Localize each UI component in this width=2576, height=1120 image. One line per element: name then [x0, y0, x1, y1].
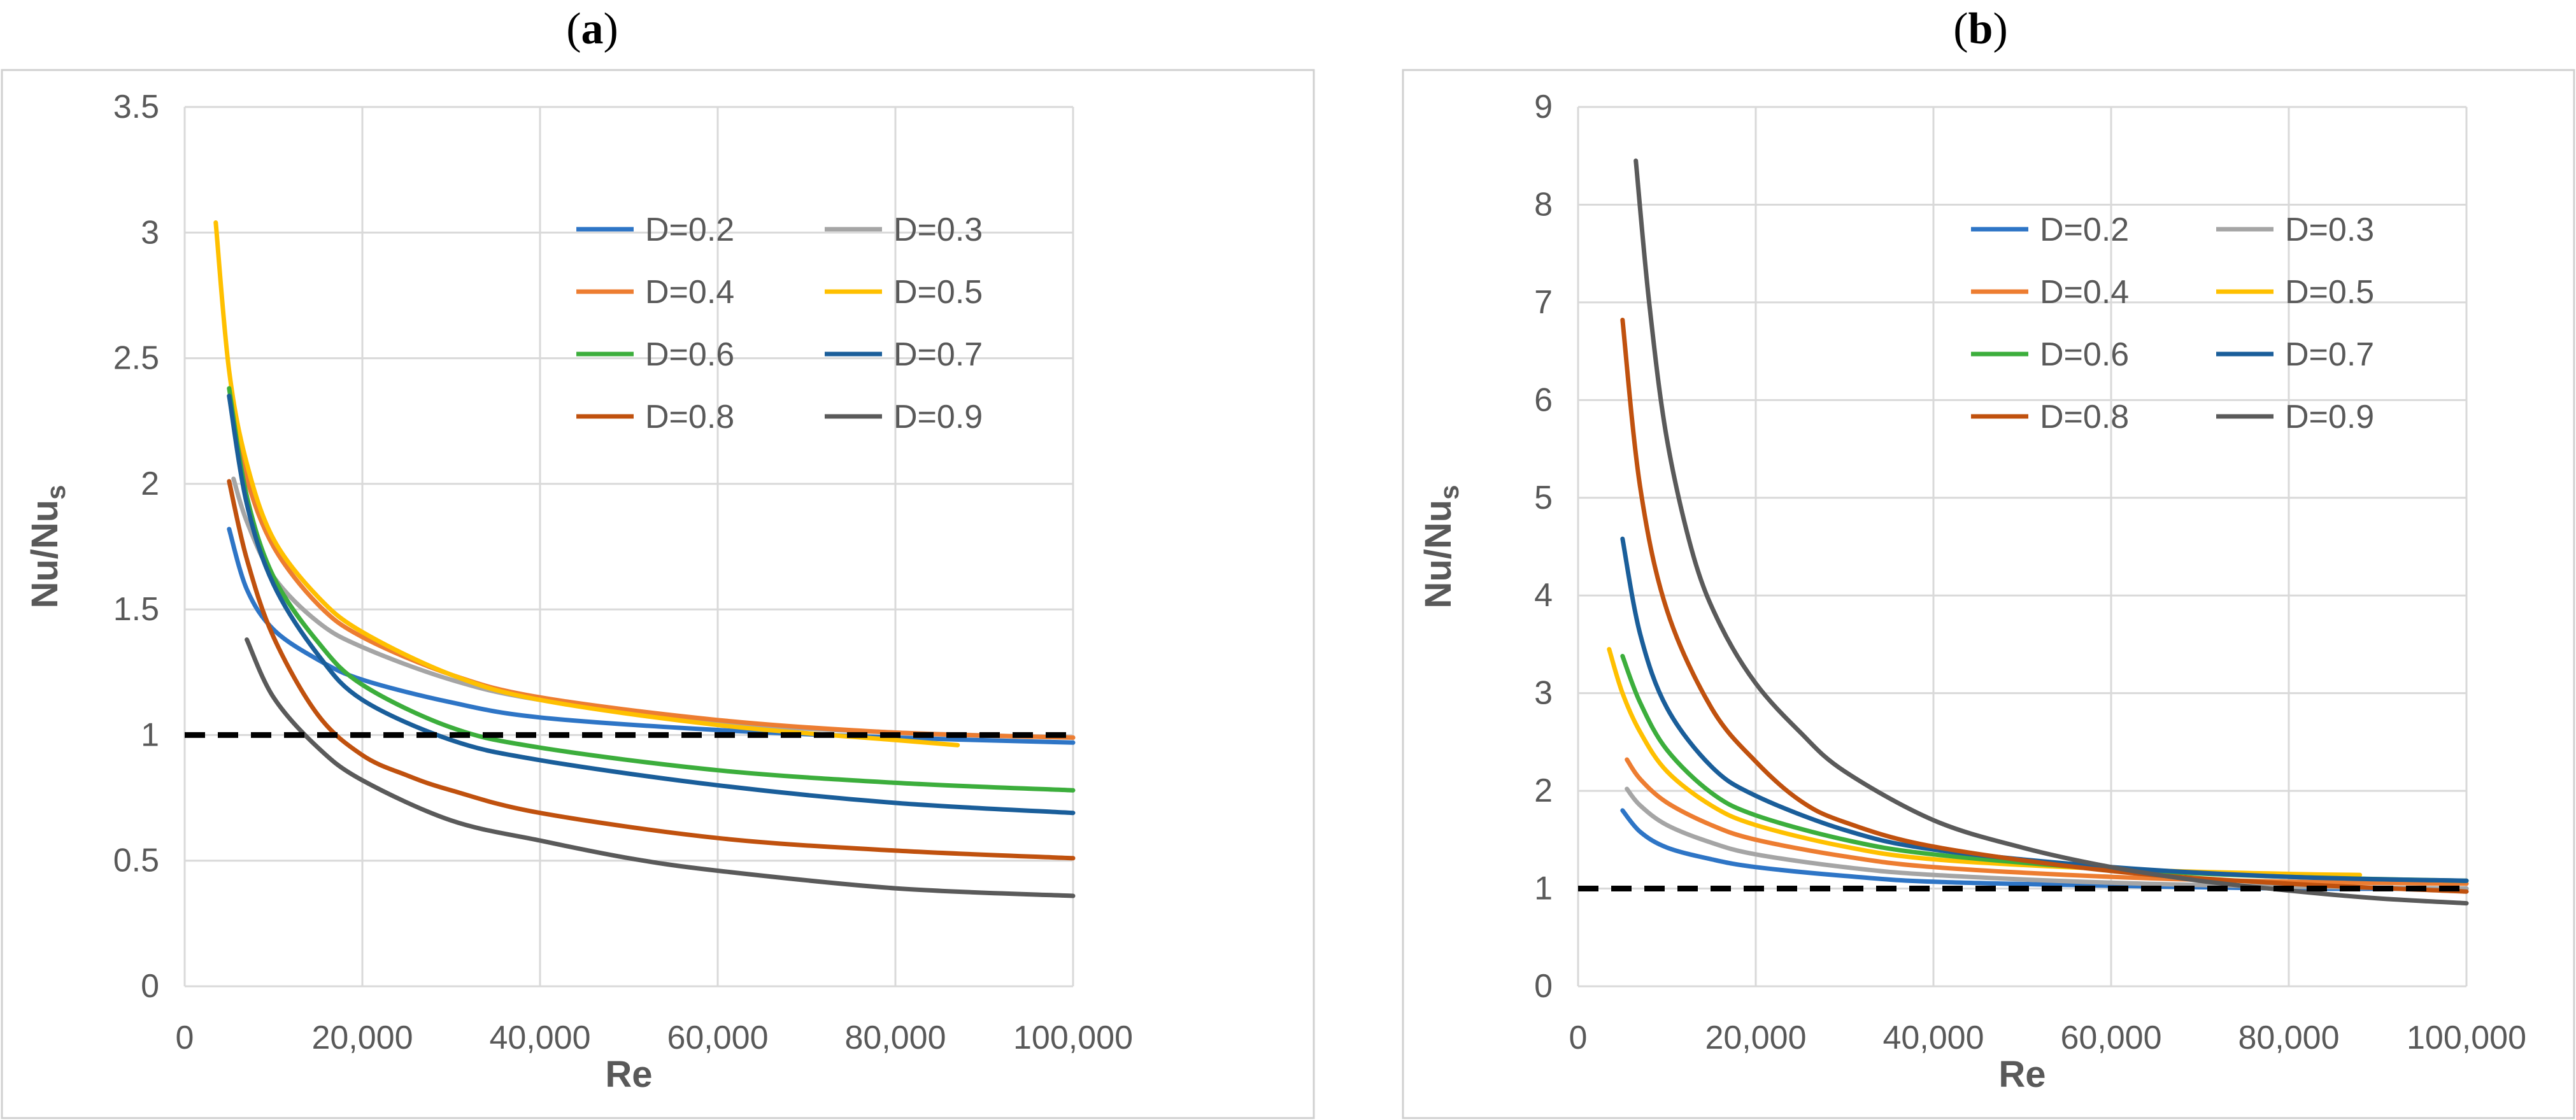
series-line-D-0_9 [245, 637, 1076, 898]
legend-label: D=0.5 [893, 274, 983, 311]
x-tick-label: 80,000 [844, 1019, 946, 1056]
x-tick-label: 40,000 [489, 1019, 590, 1056]
y-axis-title: Nu/Nus [1418, 485, 1464, 608]
x-tick-label: 0 [1569, 1019, 1588, 1056]
legend-label: D=0.7 [2285, 336, 2374, 373]
legend-label: D=0.4 [2040, 274, 2129, 311]
series-line-D-0_6 [1620, 653, 2469, 883]
legend-label: D=0.2 [645, 211, 734, 248]
legend-label: D=0.3 [2285, 211, 2374, 248]
panel-label-b: (b) [1953, 4, 2008, 53]
legend: D=0.2 D=0.3 D=0.4 D=0.5 D=0.6 D=0.7 D=0.8 D=0.9 [576, 211, 983, 436]
panel-label-a: (a) [566, 4, 618, 53]
series-line-D-0_5 [213, 220, 960, 748]
legend-label: D=0.2 [2040, 211, 2129, 248]
x-tick-label: 80,000 [2238, 1019, 2339, 1056]
x-tick-label: 100,000 [1013, 1019, 1133, 1056]
y-tick-label: 8 [1534, 186, 1553, 223]
series-line-D-0_5 [1607, 647, 2363, 877]
y-axis-title: Nu/Nus [24, 485, 71, 608]
y-tick-label: 5 [1534, 479, 1553, 516]
series-line-D-0_8 [1620, 318, 2469, 894]
y-tick-label: 2.5 [113, 340, 159, 377]
chart-frame [1, 69, 1315, 1119]
x-tick-label: 40,000 [1882, 1019, 1984, 1056]
y-tick-label: 9 [1534, 89, 1553, 125]
x-axis-title: Re [605, 1054, 652, 1095]
y-tick-label: 4 [1534, 577, 1553, 614]
legend-label: D=0.3 [893, 211, 983, 248]
legend: D=0.2 D=0.3 D=0.4 D=0.5 D=0.6 D=0.7 D=0.8 D=0.9 [1971, 211, 2374, 436]
series-line-D-0_7 [1620, 536, 2469, 883]
x-axis-title: Re [1998, 1054, 2046, 1095]
legend-label: D=0.8 [645, 399, 734, 436]
y-tick-label: 0 [141, 968, 159, 1005]
chart-panel-a: 0 0.5 1 1.5 2 2.5 3 3.5 0 20,000 40,000 60,000 80,00… [1, 69, 1315, 1119]
series-line-D-0_9 [1633, 158, 2469, 906]
series-line-D-0_6 [227, 386, 1076, 793]
series-line-D-0_4 [227, 393, 1076, 740]
x-tick-label: 60,000 [667, 1019, 768, 1056]
y-tick-label: 3 [1534, 675, 1553, 712]
y-tick-label: 1 [1534, 870, 1553, 907]
legend-label: D=0.9 [2285, 399, 2374, 436]
legend-label: D=0.6 [2040, 336, 2129, 373]
legend-label: D=0.7 [893, 336, 983, 373]
series-line-D-0_8 [227, 479, 1076, 861]
y-tick-label: 3.5 [113, 89, 159, 125]
chart-frame [1402, 69, 2575, 1119]
y-tick-label: 2 [1534, 772, 1553, 809]
series-line-D-0_7 [227, 393, 1076, 816]
legend-label: D=0.9 [893, 399, 983, 436]
legend-label: D=0.4 [645, 274, 734, 311]
y-tick-label: 6 [1534, 381, 1553, 418]
legend-label: D=0.6 [645, 336, 734, 373]
x-tick-label: 60,000 [2060, 1019, 2161, 1056]
x-tick-label: 20,000 [1705, 1019, 1806, 1056]
x-tick-label: 0 [176, 1019, 194, 1056]
legend-label: D=0.8 [2040, 399, 2129, 436]
y-tick-label: 1 [141, 716, 159, 753]
x-tick-label: 20,000 [311, 1019, 413, 1056]
y-tick-label: 0.5 [113, 842, 159, 879]
y-tick-label: 7 [1534, 284, 1553, 321]
chart-panel-b: 0 1 2 3 4 5 6 7 8 9 0 20,000 40,000 60,000 80,000 100,0… [1402, 69, 2575, 1119]
x-tick-label: 100,000 [2407, 1019, 2526, 1056]
y-tick-label: 2 [141, 465, 159, 502]
y-tick-label: 1.5 [113, 591, 159, 628]
y-tick-label: 0 [1534, 968, 1553, 1005]
legend-label: D=0.5 [2285, 274, 2374, 311]
y-tick-label: 3 [141, 214, 159, 251]
